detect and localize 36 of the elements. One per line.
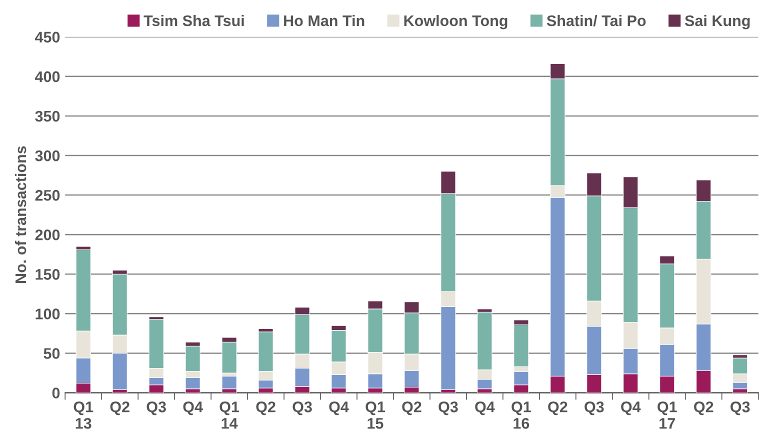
x-tick-label: Q4 bbox=[621, 402, 641, 416]
y-tick-label: 400 bbox=[34, 71, 60, 82]
y-tick-label: 450 bbox=[34, 32, 60, 43]
y-tick-label: 350 bbox=[35, 110, 60, 122]
y-tick-label: 0 bbox=[52, 388, 60, 398]
x-tick-label: Q2 bbox=[110, 402, 130, 416]
legend-label: Tsim Sha Tsui bbox=[144, 14, 244, 26]
x-tick-label: Q1 16 bbox=[512, 402, 531, 429]
y-tick-label: 50 bbox=[44, 348, 60, 359]
x-tick-label: Q4 bbox=[329, 402, 349, 416]
x-tick-label: Q1 14 bbox=[220, 402, 240, 429]
legend-label: Sai Kung bbox=[684, 14, 750, 30]
y-tick-label: 100 bbox=[36, 308, 60, 320]
x-tick-label: Q3 bbox=[730, 402, 750, 416]
x-tick-label: Q2 bbox=[694, 402, 714, 416]
legend-label: Shatin/ Tai Po bbox=[546, 14, 646, 26]
y-tick-label: 200 bbox=[35, 229, 60, 240]
y-axis-title: No. of transactions bbox=[14, 146, 26, 283]
x-tick-label: Q3 bbox=[584, 402, 604, 416]
x-tick-label: Q2 bbox=[548, 402, 568, 416]
y-tick-label: 150 bbox=[36, 269, 60, 280]
x-tick-label: Q2 bbox=[256, 402, 276, 416]
x-tick-label: Q1 15 bbox=[366, 402, 386, 429]
y-tick-label: 300 bbox=[35, 150, 60, 162]
x-tick-label: Q1 17 bbox=[658, 402, 677, 429]
x-tick-label: Q3 bbox=[438, 402, 458, 416]
x-tick-label: Q2 bbox=[402, 402, 422, 416]
x-tick-label: Q4 bbox=[183, 402, 203, 416]
x-tick-label: Q3 bbox=[292, 402, 312, 416]
bar bbox=[222, 376, 237, 390]
x-tick-label: Q3 bbox=[146, 402, 166, 416]
x-tick-label: Q4 bbox=[475, 402, 495, 416]
legend-label: Ho Man Tin bbox=[284, 14, 364, 26]
legend-label: Kowloon Tong bbox=[404, 14, 508, 30]
y-tick-label: 250 bbox=[35, 190, 60, 201]
x-tick-label: Q1 13 bbox=[74, 402, 94, 429]
